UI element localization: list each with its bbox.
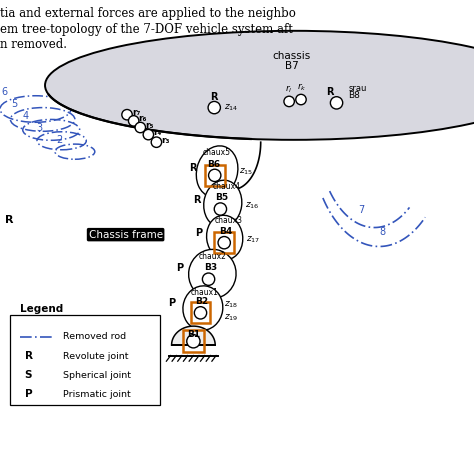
Text: Legend: Legend bbox=[20, 304, 63, 314]
Text: tia and external forces are applied to the neighbo: tia and external forces are applied to t… bbox=[0, 7, 296, 20]
Text: Spherical joint: Spherical joint bbox=[63, 371, 130, 380]
Text: r₆: r₆ bbox=[138, 115, 147, 123]
Text: B3: B3 bbox=[204, 263, 218, 272]
Text: $r_k$: $r_k$ bbox=[297, 82, 307, 93]
Text: $z_{14}$: $z_{14}$ bbox=[224, 102, 238, 113]
Text: $z_{16}$: $z_{16}$ bbox=[245, 201, 259, 211]
Text: 6: 6 bbox=[1, 87, 8, 97]
Circle shape bbox=[128, 116, 139, 126]
Text: chaux5: chaux5 bbox=[203, 148, 231, 157]
Text: 8: 8 bbox=[379, 227, 385, 237]
Text: chaux4: chaux4 bbox=[212, 182, 241, 191]
Text: $z_{15}$: $z_{15}$ bbox=[239, 166, 253, 177]
Text: 3: 3 bbox=[36, 123, 43, 133]
Ellipse shape bbox=[207, 215, 243, 260]
Text: B4: B4 bbox=[219, 227, 232, 236]
Bar bbox=[205, 165, 225, 186]
Text: Prismatic joint: Prismatic joint bbox=[63, 390, 130, 399]
Polygon shape bbox=[172, 326, 215, 345]
Circle shape bbox=[202, 273, 215, 285]
Ellipse shape bbox=[196, 146, 238, 197]
Text: $z_{17}$: $z_{17}$ bbox=[246, 235, 261, 245]
Text: r₃: r₃ bbox=[161, 136, 170, 145]
Text: $z_{19}$: $z_{19}$ bbox=[224, 312, 238, 323]
Ellipse shape bbox=[45, 31, 474, 140]
Ellipse shape bbox=[183, 286, 223, 330]
Text: r₅: r₅ bbox=[145, 121, 154, 130]
Text: 7: 7 bbox=[358, 205, 364, 215]
Text: P: P bbox=[168, 298, 175, 308]
Text: B5: B5 bbox=[215, 193, 228, 202]
Text: B2: B2 bbox=[195, 297, 208, 306]
Circle shape bbox=[208, 101, 220, 114]
Text: r₄: r₄ bbox=[153, 128, 162, 137]
Circle shape bbox=[209, 169, 221, 182]
Circle shape bbox=[330, 97, 343, 109]
Text: chaux3: chaux3 bbox=[214, 216, 243, 225]
Text: 2: 2 bbox=[56, 135, 62, 145]
Text: B6: B6 bbox=[207, 160, 220, 169]
Text: R: R bbox=[25, 351, 33, 362]
Bar bbox=[183, 330, 204, 352]
Text: Removed rod: Removed rod bbox=[63, 332, 126, 341]
Circle shape bbox=[135, 122, 146, 133]
Circle shape bbox=[151, 137, 162, 147]
Text: S: S bbox=[25, 370, 32, 381]
Circle shape bbox=[296, 94, 306, 105]
Text: Chassis frame: Chassis frame bbox=[89, 229, 163, 240]
Text: em tree-topology of the 7-DOF vehicle system aft: em tree-topology of the 7-DOF vehicle sy… bbox=[0, 23, 293, 36]
Bar bbox=[10, 315, 160, 405]
Text: B8: B8 bbox=[348, 91, 360, 100]
Text: B1: B1 bbox=[187, 329, 200, 338]
Text: chaux1: chaux1 bbox=[191, 288, 219, 297]
Text: n removed.: n removed. bbox=[0, 38, 67, 51]
Text: chaux2: chaux2 bbox=[199, 252, 226, 261]
Text: $z_{18}$: $z_{18}$ bbox=[224, 299, 238, 310]
Text: srau: srau bbox=[348, 84, 367, 93]
Text: P: P bbox=[176, 263, 184, 273]
Circle shape bbox=[284, 96, 294, 107]
Text: R: R bbox=[326, 87, 333, 97]
Ellipse shape bbox=[189, 249, 236, 299]
Text: 4: 4 bbox=[23, 111, 29, 121]
Text: R: R bbox=[5, 215, 13, 225]
Text: P: P bbox=[195, 228, 203, 237]
Text: R: R bbox=[189, 163, 196, 173]
Text: chassis: chassis bbox=[273, 51, 310, 61]
Text: Revolute joint: Revolute joint bbox=[63, 352, 128, 361]
Ellipse shape bbox=[204, 180, 242, 228]
Circle shape bbox=[194, 307, 207, 319]
Text: P: P bbox=[25, 389, 32, 400]
Circle shape bbox=[214, 203, 227, 215]
Bar bbox=[191, 302, 210, 323]
Circle shape bbox=[143, 129, 154, 140]
Text: 5: 5 bbox=[11, 99, 18, 109]
Circle shape bbox=[187, 335, 200, 348]
Text: R: R bbox=[210, 91, 218, 101]
Circle shape bbox=[218, 237, 230, 249]
Text: $r_l$: $r_l$ bbox=[285, 83, 293, 95]
Text: B7: B7 bbox=[284, 61, 299, 71]
Text: r₇: r₇ bbox=[132, 109, 140, 117]
Circle shape bbox=[122, 109, 132, 120]
Text: R: R bbox=[193, 195, 201, 205]
Bar bbox=[214, 232, 234, 253]
